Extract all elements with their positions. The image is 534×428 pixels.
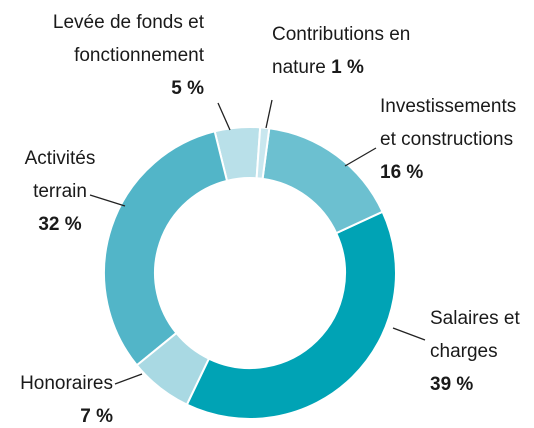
value-label: 5 % — [171, 78, 204, 99]
category-label: Honoraires — [20, 373, 113, 394]
donut-segment — [103, 130, 229, 367]
donut-segment — [255, 126, 271, 180]
category-label: Activités terrain — [24, 148, 96, 202]
value-label: 16 % — [380, 162, 424, 183]
label: Levée de fonds et fonctionnement 5 % — [36, 6, 204, 105]
category-label: Salaires et charges — [430, 308, 520, 362]
donut-segment — [135, 331, 211, 407]
label: Salaires et charges 39 % — [430, 302, 530, 401]
label: Activités terrain 32 % — [6, 142, 114, 241]
value-label: 32 % — [38, 214, 82, 235]
leader-line — [89, 194, 126, 207]
leader-line — [265, 99, 273, 129]
leader-line — [114, 373, 143, 385]
label: Contributions en nature 1 % — [272, 18, 437, 84]
category-label: Contributions en nature — [272, 24, 411, 78]
value-label: 1 % — [331, 57, 364, 78]
donut-segment — [261, 127, 384, 235]
category-label: Levée de fonds et fonctionnement — [52, 12, 204, 66]
leader-line — [217, 102, 231, 131]
donut-segment — [185, 210, 397, 420]
value-label: 39 % — [430, 374, 474, 395]
value-label: 7 % — [80, 406, 113, 427]
label: Investissements et constructions 16 % — [380, 90, 532, 189]
leader-lines — [89, 99, 426, 385]
leader-line — [344, 147, 377, 167]
category-label: Investissements et constructions — [380, 96, 517, 150]
label: Honoraires 7 % — [3, 367, 113, 428]
leader-line — [392, 327, 426, 341]
